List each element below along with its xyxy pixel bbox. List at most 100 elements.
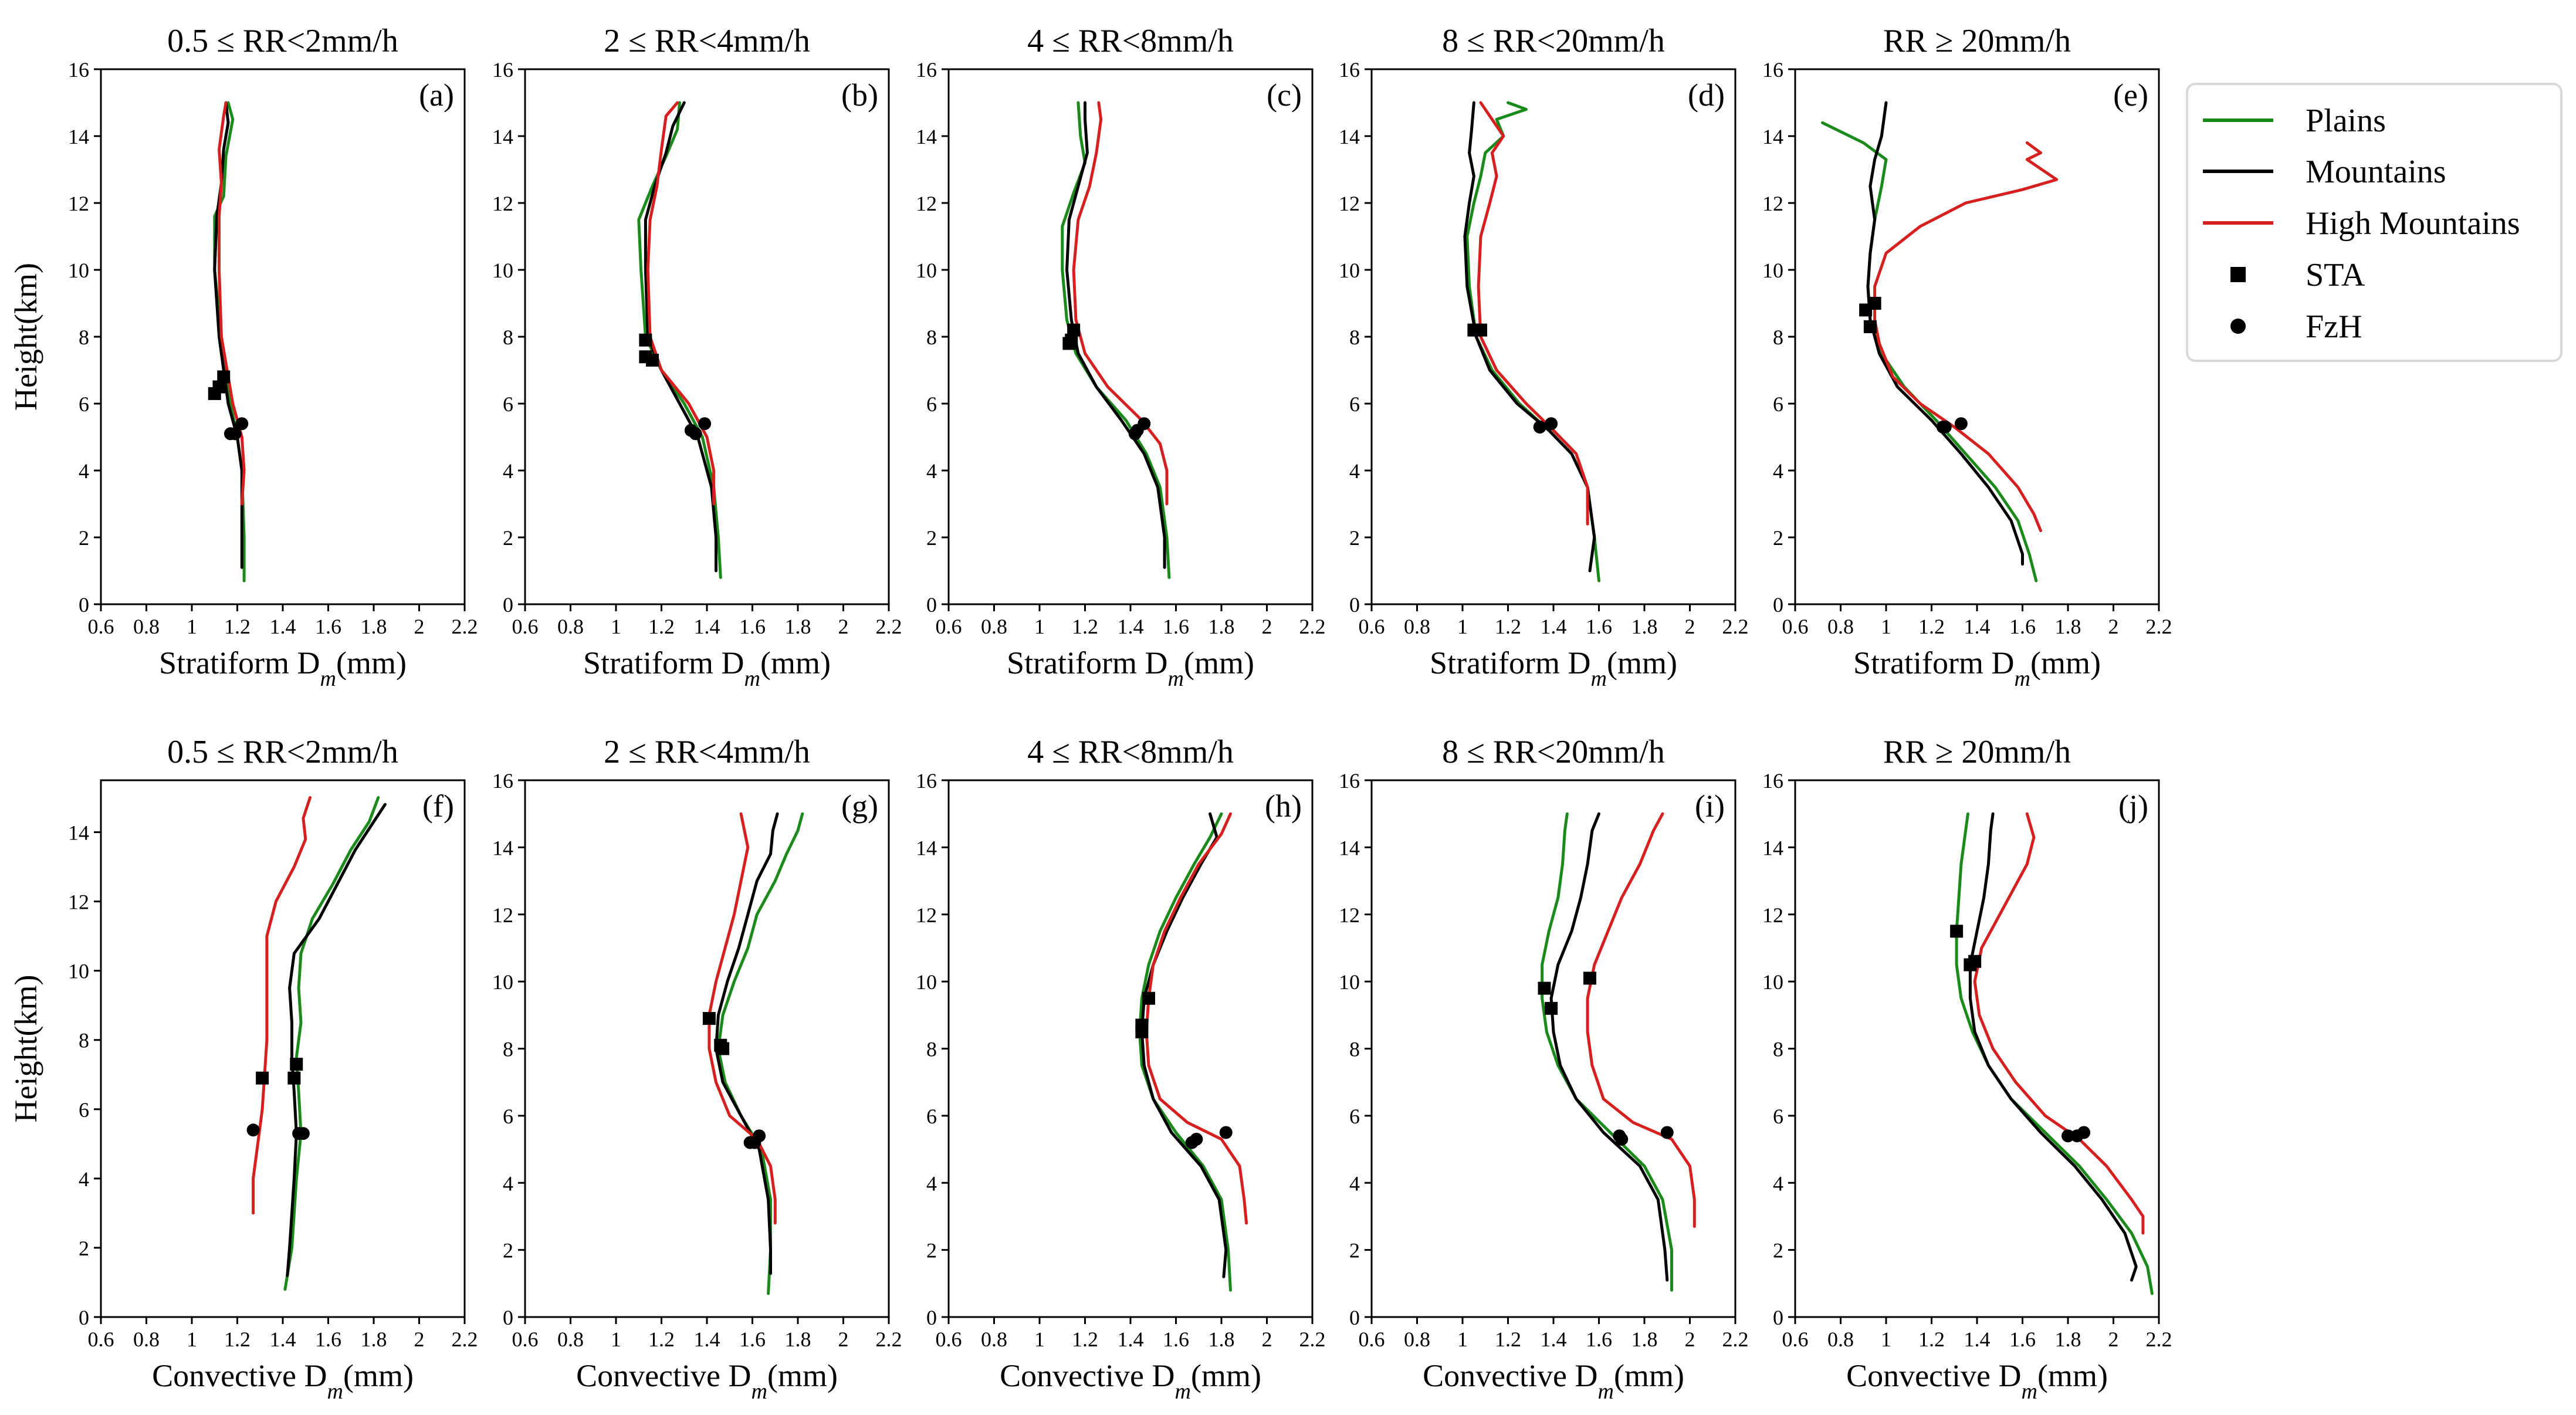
legend-mountains-label: Mountains [2306, 154, 2446, 190]
fzh-marker-high-mountains [1545, 417, 1558, 431]
series-line-high-mountains [1873, 141, 2059, 533]
y-tick-label: 0 [79, 593, 89, 617]
y-tick-label: 6 [79, 1098, 89, 1122]
series-line-mountains [1866, 101, 2024, 566]
y-axis-label: Height(km) [8, 975, 43, 1123]
sta-marker-mountains [1135, 1018, 1149, 1032]
x-tick-label: 2.2 [452, 615, 478, 638]
fzh-marker-mountains [2062, 1129, 2074, 1143]
panel-label: (d) [1688, 77, 1725, 113]
panel-title: 8 ≤ RR<20mm/h [1442, 734, 1665, 770]
x-tick-label: 0.8 [133, 1328, 160, 1351]
y-tick-label: 12 [1762, 903, 1783, 927]
fzh-marker-high-mountains [1954, 417, 1968, 431]
y-tick-label: 10 [68, 960, 89, 983]
series-line-high-mountains [646, 101, 716, 506]
y-tick-label: 0 [926, 593, 937, 617]
y-tick-label: 10 [492, 259, 513, 282]
x-tick-label: 0.6 [1782, 615, 1809, 638]
x-tick-label: 0.8 [981, 1328, 1007, 1351]
sta-marker-plains [1950, 925, 1964, 938]
y-tick-label: 8 [1349, 326, 1360, 349]
x-tick-label: 0.6 [1359, 615, 1385, 638]
panel-title: 4 ≤ RR<8mm/h [1027, 23, 1234, 59]
y-tick-label: 10 [916, 259, 937, 282]
sta-marker-plains [1538, 981, 1551, 995]
x-tick-label: 2 [838, 1328, 849, 1351]
fzh-marker-mountains [1613, 1129, 1626, 1143]
x-tick-label: 1.6 [1163, 615, 1189, 638]
y-tick-label: 12 [1339, 192, 1360, 215]
y-tick-label: 16 [916, 58, 937, 82]
series-line-plains [1138, 812, 1232, 1292]
x-tick-label: 2.2 [1299, 1328, 1326, 1351]
series-line-mountains [1463, 101, 1596, 573]
x-tick-label: 2.2 [1299, 615, 1326, 638]
panel-title: 2 ≤ RR<4mm/h [604, 23, 810, 59]
x-tick-label: 1.2 [224, 615, 251, 638]
fzh-marker-high-mountains [753, 1129, 766, 1143]
x-axis-label: Stratiform Dm(mm) [1853, 645, 2101, 691]
y-tick-label: 14 [1339, 836, 1360, 859]
x-tick-label: 1.8 [361, 1328, 387, 1351]
fzh-marker-high-mountains [1660, 1126, 1674, 1139]
fzh-marker-mountains [292, 1127, 306, 1140]
y-tick-label: 16 [1339, 58, 1360, 82]
y-tick-label: 14 [1762, 836, 1783, 859]
chart-panel-1: 0.5 ≤ RR<2mm/h 0.6 0.8 1 1.2 1.4 1.6 1.8 2 2.2 0 2 4… [8, 23, 478, 691]
series-line-mountains [644, 101, 717, 573]
y-tick-label: 16 [68, 58, 89, 82]
y-tick-label: 12 [916, 903, 937, 927]
y-tick-label: 10 [1339, 970, 1360, 994]
y-tick-label: 6 [1349, 392, 1360, 416]
x-tick-label: 1.4 [1118, 1328, 1144, 1351]
x-tick-label: 1.6 [1586, 1328, 1612, 1351]
y-tick-label: 12 [916, 192, 937, 215]
x-tick-label: 0.6 [88, 1328, 114, 1351]
series-line-high-mountains [1973, 812, 2145, 1235]
x-tick-label: 1 [1457, 615, 1468, 638]
y-tick-label: 2 [1349, 1239, 1360, 1262]
fzh-marker-mountains [743, 1136, 757, 1149]
series-line-mountains [1549, 812, 1669, 1282]
y-tick-label: 2 [79, 526, 89, 550]
y-tick-label: 8 [79, 326, 89, 349]
sta-marker-high-mountains [1474, 323, 1487, 337]
y-tick-label: 8 [503, 326, 513, 349]
x-tick-label: 2.2 [452, 1328, 478, 1351]
x-tick-label: 2 [2108, 1328, 2119, 1351]
y-tick-label: 4 [503, 459, 513, 483]
panel-label: (f) [422, 788, 454, 824]
x-tick-label: 2 [414, 615, 425, 638]
sta-marker-high-mountains [1868, 297, 1881, 310]
y-tick-label: 12 [492, 192, 513, 215]
y-tick-label: 4 [1349, 459, 1360, 483]
y-tick-label: 6 [503, 392, 513, 416]
panel-title: RR ≥ 20mm/h [1883, 23, 2071, 59]
sta-marker-mountains [287, 1071, 301, 1085]
panel-label: (h) [1265, 788, 1302, 824]
y-tick-label: 0 [1773, 593, 1783, 617]
panel-label: (b) [841, 77, 878, 113]
x-axis-label: Convective Dm(mm) [1846, 1358, 2108, 1404]
y-tick-label: 8 [503, 1038, 513, 1061]
y-tick-label: 8 [79, 1029, 89, 1052]
x-tick-label: 2.2 [1722, 615, 1749, 638]
x-tick-label: 1.8 [1631, 1328, 1658, 1351]
y-tick-label: 2 [926, 1239, 937, 1262]
series-line-mountains [213, 101, 243, 569]
axes-frame [100, 779, 466, 1318]
sta-marker-high-mountains [1067, 323, 1081, 337]
y-tick-label: 10 [68, 259, 89, 282]
panel-title: 4 ≤ RR<8mm/h [1027, 734, 1234, 770]
y-tick-label: 4 [926, 1172, 937, 1195]
y-tick-label: 0 [926, 1306, 937, 1329]
x-tick-label: 1.8 [785, 1328, 811, 1351]
panel-title: RR ≥ 20mm/h [1883, 734, 2071, 770]
y-tick-label: 16 [1339, 769, 1360, 793]
sta-marker-high-mountains [1142, 991, 1155, 1005]
y-tick-label: 4 [79, 1167, 89, 1191]
y-tick-label: 12 [1762, 192, 1783, 215]
x-tick-label: 0.6 [88, 615, 114, 638]
